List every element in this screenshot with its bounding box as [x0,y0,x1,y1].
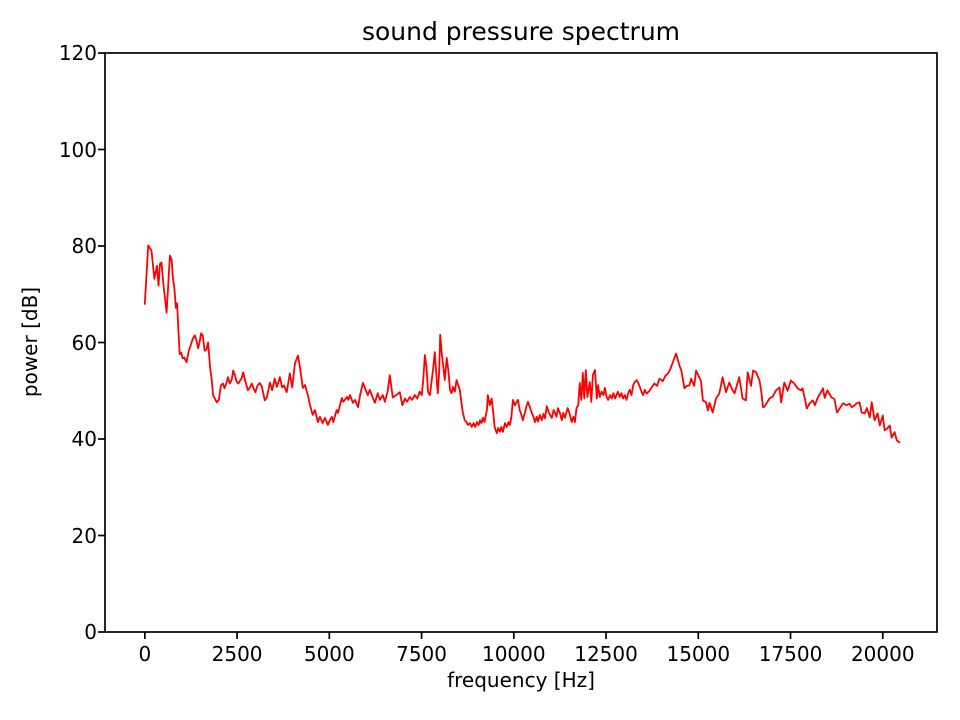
spectrum-line [143,244,901,444]
y-tick-label: 20 [71,523,97,548]
y-tick-label: 40 [71,427,97,451]
x-tick-label: 12500 [574,642,638,666]
x-tick-label: 0 [138,642,152,666]
x-tick-label: 10000 [481,642,546,666]
x-tick-label: 5000 [303,642,355,666]
chart-title: sound pressure spectrum [361,17,681,46]
y-tick-label: 120 [58,41,97,65]
y-tick-label: 80 [71,234,97,258]
x-tick-label: 2500 [211,642,263,666]
x-axis-label: frequency [Hz] [447,668,595,692]
x-tick-label: 7500 [396,642,448,666]
y-tick-label: 100 [58,137,97,162]
y-tick-label: 60 [71,330,97,355]
x-tick-label: 20000 [850,642,915,666]
x-tick-label: 17500 [758,642,823,666]
y-tick-label: 0 [84,620,97,644]
plot-spines [104,52,938,633]
x-tick-label: 15000 [666,642,731,666]
